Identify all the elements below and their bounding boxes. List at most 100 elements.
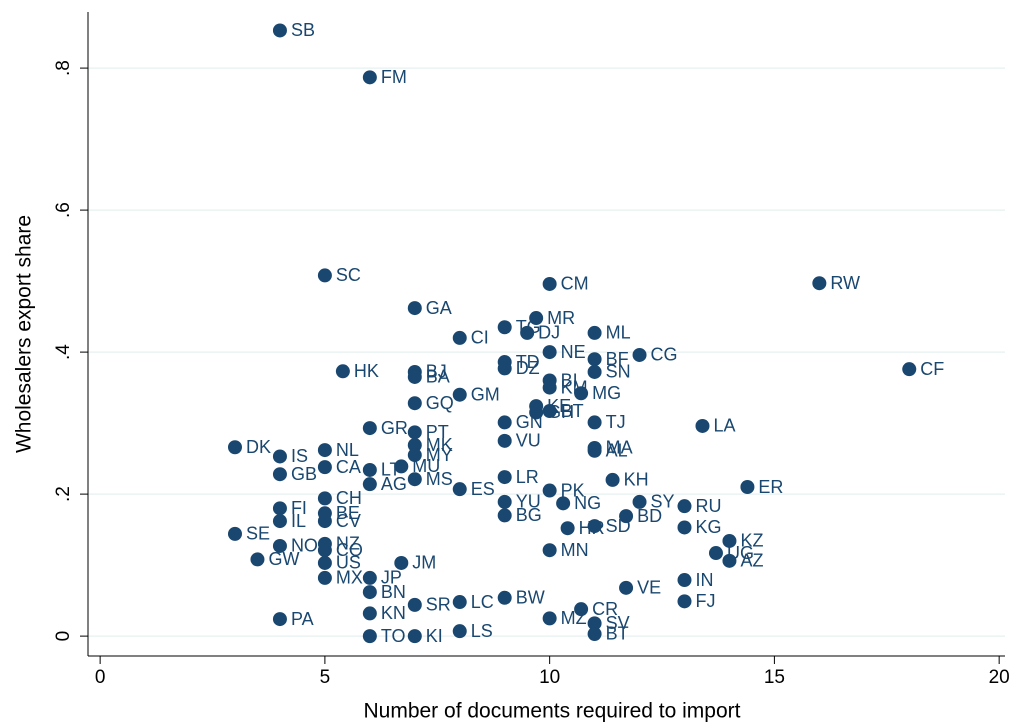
point xyxy=(542,483,557,498)
point-label: TD xyxy=(516,352,540,372)
point-label: FM xyxy=(381,67,407,87)
point xyxy=(587,325,602,340)
point xyxy=(452,330,467,345)
point xyxy=(497,508,512,523)
point xyxy=(497,494,512,509)
point-label: NL xyxy=(336,440,359,460)
point-label: DK xyxy=(246,437,271,457)
point-label: AZ xyxy=(740,551,763,571)
point-label: SR xyxy=(426,595,451,615)
point xyxy=(542,276,557,291)
point-label: IN xyxy=(695,570,713,590)
point xyxy=(272,23,287,38)
point xyxy=(362,421,377,436)
point xyxy=(677,520,692,535)
point-label: BG xyxy=(516,505,542,525)
point-label: SY xyxy=(651,492,675,512)
point xyxy=(497,590,512,605)
point-label: JM xyxy=(412,553,436,573)
point-label: LS xyxy=(471,621,493,641)
point-label: SD xyxy=(606,516,631,536)
point-label: BA xyxy=(426,367,450,387)
point-label: DJ xyxy=(538,323,560,343)
point xyxy=(632,347,647,362)
y-tick-label: .6 xyxy=(53,202,74,218)
point-label: GM xyxy=(471,384,500,404)
point-label: KZ xyxy=(740,531,763,551)
point-label: PT xyxy=(426,422,449,442)
point-label: RU xyxy=(695,496,721,516)
point-label: JP xyxy=(381,568,402,588)
y-axis-title: Wholesalers export share xyxy=(13,215,36,453)
point xyxy=(250,552,265,567)
point xyxy=(497,361,512,376)
point-label: BE xyxy=(336,503,360,523)
point-label: PK xyxy=(561,480,585,500)
point xyxy=(317,443,332,458)
point-label: MA xyxy=(606,438,633,458)
point xyxy=(542,380,557,395)
point-label: SB xyxy=(291,20,315,40)
point xyxy=(362,570,377,585)
point xyxy=(587,443,602,458)
point xyxy=(407,438,422,453)
point xyxy=(317,460,332,475)
point xyxy=(574,602,589,617)
point xyxy=(520,325,535,340)
point xyxy=(560,521,575,536)
point xyxy=(605,472,620,487)
point-label: SC xyxy=(336,265,361,285)
point-label: MY xyxy=(426,445,453,465)
point-label: CM xyxy=(561,274,589,294)
point xyxy=(619,509,634,524)
point xyxy=(362,606,377,621)
point-label: US xyxy=(336,553,361,573)
point-label: NG xyxy=(574,493,601,513)
point-label: LT xyxy=(381,460,401,480)
x-tick-label: 15 xyxy=(764,667,785,688)
point xyxy=(497,433,512,448)
point-label: CO xyxy=(336,540,363,560)
point-label: CI xyxy=(471,328,489,348)
point-label: ML xyxy=(606,323,631,343)
point-label: MZ xyxy=(561,608,587,628)
point xyxy=(587,415,602,430)
point-label: DZ xyxy=(516,358,540,378)
point-label: CA xyxy=(336,457,361,477)
y-tick-label: 0 xyxy=(53,631,74,642)
point-label: MG xyxy=(592,383,621,403)
point xyxy=(317,543,332,558)
x-tick-label: 0 xyxy=(95,667,106,688)
point-label: BD xyxy=(637,506,662,526)
point xyxy=(317,570,332,585)
point-label: MS xyxy=(426,469,453,489)
point-label: FJ xyxy=(695,591,715,611)
point xyxy=(272,467,287,482)
point-label: CR xyxy=(592,599,618,619)
point xyxy=(542,543,557,558)
point xyxy=(272,514,287,529)
point xyxy=(542,611,557,626)
point xyxy=(587,519,602,534)
point-label: GW xyxy=(268,549,299,569)
point-label: LA xyxy=(713,416,735,436)
point-label: KI xyxy=(426,626,443,646)
point xyxy=(812,276,827,291)
point xyxy=(497,415,512,430)
point xyxy=(587,626,602,641)
point xyxy=(227,440,242,455)
point-label: BF xyxy=(606,349,629,369)
point-label: GB xyxy=(291,464,317,484)
point xyxy=(362,462,377,477)
point xyxy=(497,320,512,335)
point xyxy=(272,612,287,627)
point xyxy=(677,594,692,609)
point-label: YU xyxy=(516,492,541,512)
point xyxy=(362,70,377,85)
point-label: SE xyxy=(246,524,270,544)
x-tick-label: 5 xyxy=(320,667,331,688)
point xyxy=(452,482,467,497)
point xyxy=(902,362,917,377)
point xyxy=(317,268,332,283)
point-label: MK xyxy=(426,435,453,455)
